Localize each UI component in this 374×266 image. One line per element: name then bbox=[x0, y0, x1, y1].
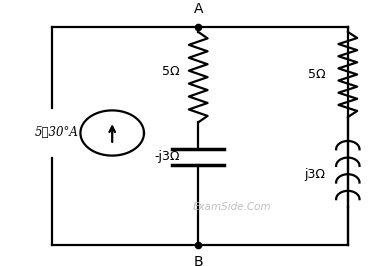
Text: 5Ω: 5Ω bbox=[308, 68, 325, 81]
Text: j3Ω: j3Ω bbox=[304, 168, 325, 181]
Text: 5Ω: 5Ω bbox=[162, 65, 180, 78]
Text: B: B bbox=[193, 255, 203, 266]
Text: ExamSide.Com: ExamSide.Com bbox=[193, 202, 271, 213]
Text: -j3Ω: -j3Ω bbox=[154, 151, 180, 163]
Text: 5⌄30°A: 5⌄30°A bbox=[35, 127, 79, 139]
Text: A: A bbox=[193, 2, 203, 16]
